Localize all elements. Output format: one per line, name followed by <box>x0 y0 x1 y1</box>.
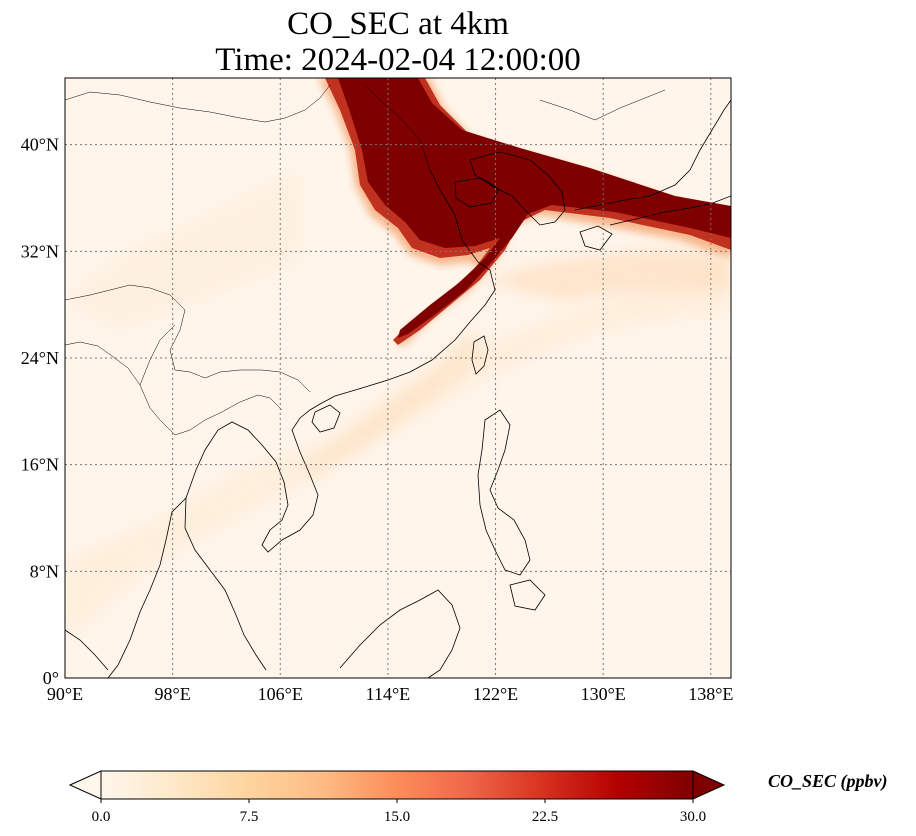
colorbar-tick-label: 7.5 <box>240 809 259 825</box>
gridlines <box>65 78 731 678</box>
latitude-tick-labels: 0° 8°N 16°N 24°N 32°N 40°N <box>21 135 59 688</box>
colorbar-ticks: 0.0 7.5 15.0 22.5 30.0 <box>92 799 706 825</box>
longitude-tick-label: 106°E <box>258 684 303 704</box>
latitude-tick-label: 40°N <box>21 135 59 155</box>
colorbar-tick-label: 30.0 <box>680 809 706 825</box>
longitude-tick-label: 98°E <box>155 684 191 704</box>
colorbar-tick-label: 22.5 <box>532 809 558 825</box>
map-subtitle-time: Time: 2024-02-04 12:00:00 <box>215 42 581 78</box>
latitude-tick-label: 32°N <box>21 241 59 261</box>
colorbar: 0.0 7.5 15.0 22.5 30.0 <box>68 770 726 825</box>
coastlines <box>65 84 731 678</box>
latitude-tick-label: 0° <box>43 668 59 688</box>
colorbar-gradient <box>100 770 694 800</box>
colorbar-tick-label: 0.0 <box>92 809 111 825</box>
map-panel <box>64 77 732 679</box>
co-haze-layer <box>65 170 731 640</box>
colorbar-tick-label: 15.0 <box>384 809 410 825</box>
longitude-tick-labels: 90°E 98°E 106°E 114°E 122°E 130°E 138°E <box>47 684 734 704</box>
latitude-tick-label: 16°N <box>21 455 59 475</box>
map-title: CO_SEC at 4km <box>287 6 509 42</box>
latitude-tick-label: 24°N <box>21 348 59 368</box>
colorbar-min-extend-arrow <box>68 770 102 800</box>
longitude-tick-label: 90°E <box>47 684 83 704</box>
colorbar-max-extend-arrow <box>692 770 726 800</box>
longitude-tick-label: 122°E <box>473 684 518 704</box>
longitude-tick-label: 130°E <box>581 684 626 704</box>
latitude-tick-label: 8°N <box>30 561 59 581</box>
longitude-tick-label: 138°E <box>688 684 733 704</box>
colorbar-label: CO_SEC (ppbv) <box>768 771 888 791</box>
map-frame <box>64 77 732 679</box>
longitude-tick-label: 114°E <box>366 684 411 704</box>
